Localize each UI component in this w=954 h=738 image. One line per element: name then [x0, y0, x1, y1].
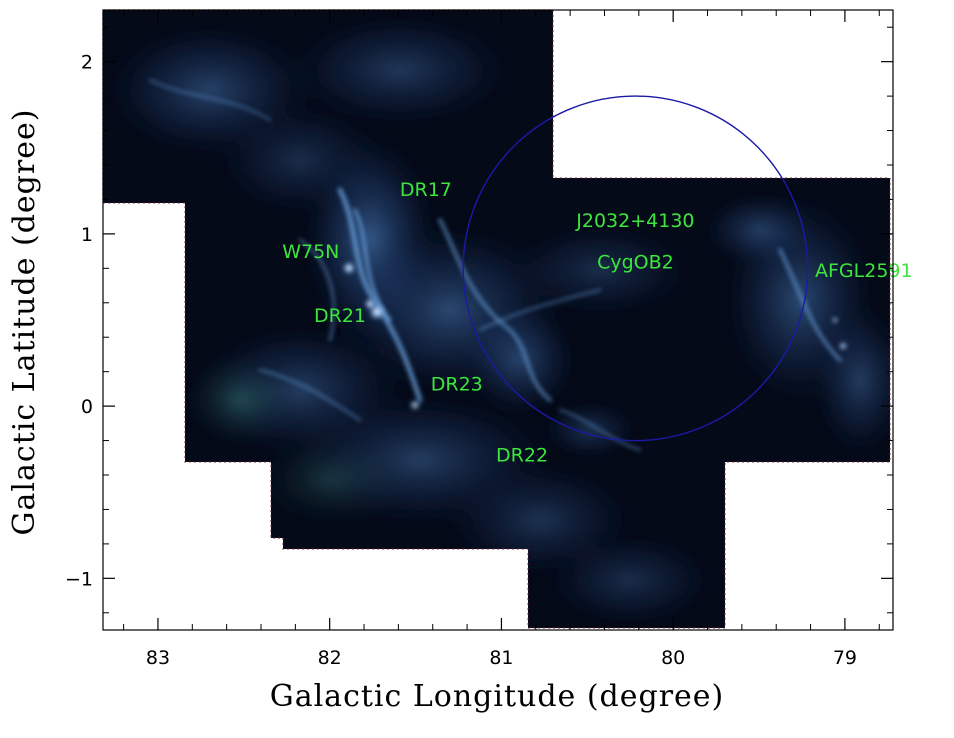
- source-label-dr23: DR23: [431, 374, 483, 396]
- x-axis-ticks: 83 82 81 80 79: [123, 10, 880, 669]
- cygob2-region-circle: [462, 95, 809, 442]
- x-axis-title: Galactic Longitude (degree): [270, 679, 725, 714]
- survey-boundary: [102, 9, 891, 629]
- y-tick-label: 1: [81, 224, 93, 246]
- plot-frame: [102, 9, 894, 631]
- x-tick-label: 81: [489, 647, 513, 669]
- source-label-dr22: DR22: [496, 444, 548, 466]
- source-label-afgl2591: AFGL2591: [815, 260, 913, 282]
- source-label-w75n: W75N: [282, 241, 339, 263]
- source-label-dr21: DR21: [314, 305, 366, 327]
- source-label-cygob2: CygOB2: [597, 251, 674, 273]
- emission-map-image: [103, 10, 890, 628]
- y-axis-ticks: 2 1 0 −1: [65, 26, 893, 614]
- y-axis-title: Galactic Latitude (degree): [7, 109, 42, 536]
- y-tick-label: 0: [81, 396, 93, 418]
- y-tick-label: −1: [65, 568, 93, 590]
- x-tick-label: 79: [833, 647, 857, 669]
- x-tick-label: 82: [318, 647, 342, 669]
- x-tick-label: 83: [146, 647, 170, 669]
- x-tick-label: 80: [661, 647, 685, 669]
- source-labels: DR17 J2032+4130 W75N CygOB2 AFGL2591 DR21 DR23…: [282, 179, 912, 466]
- y-tick-label: 2: [81, 52, 93, 74]
- source-label-j2032-4130: J2032+4130: [575, 210, 694, 232]
- source-label-dr17: DR17: [400, 179, 452, 201]
